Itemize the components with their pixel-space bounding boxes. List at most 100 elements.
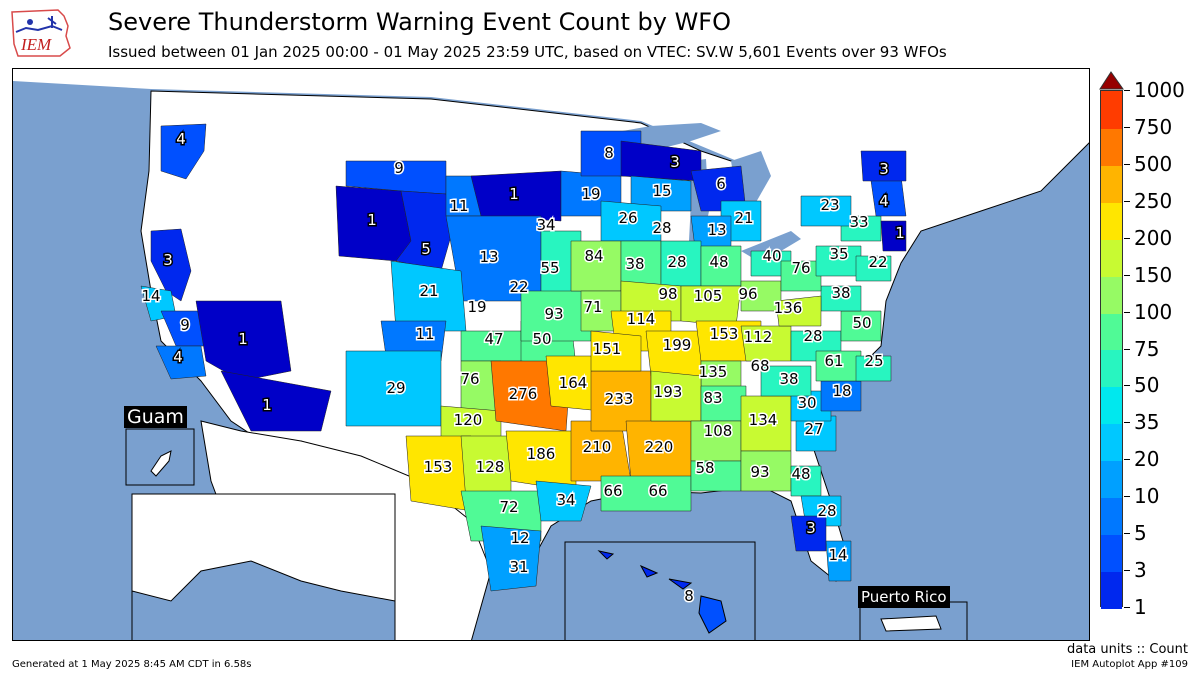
colorbar-label: 20 (1134, 447, 1160, 472)
colorbar-label: 750 (1134, 114, 1173, 139)
wfo-count-label: 96 (738, 285, 757, 303)
colorbar-label: 1 (1134, 595, 1147, 619)
colorbar-tick (1124, 607, 1130, 608)
guam-label: Guam (124, 406, 187, 428)
wfo-count-label: 3 (670, 153, 680, 171)
wfo-count-label: 34 (536, 216, 555, 234)
wfo-count-label: 28 (803, 327, 822, 345)
wfo-count-label: 38 (625, 255, 644, 273)
wfo-count-label: 40 (762, 247, 781, 265)
wfo-count-label: 27 (804, 420, 823, 438)
wfo-count-label: 193 (654, 383, 683, 401)
wfo-count-label: 11 (415, 325, 434, 343)
wfo-count-label: 4 (176, 130, 186, 148)
wfo-count-label: 9 (394, 159, 404, 177)
wfo-count-label: 105 (694, 287, 723, 305)
wfo-count-label: 22 (509, 278, 528, 296)
wfo-count-label: 220 (645, 438, 674, 456)
wfo-count-label: 83 (703, 389, 722, 407)
wfo-count-label: 98 (658, 285, 677, 303)
wfo-count-label: 233 (605, 390, 634, 408)
wfo-count-label: 13 (707, 221, 726, 239)
wfo-count-label: 68 (750, 357, 769, 375)
colorbar-tick (1124, 126, 1130, 128)
wfo-count-label: 93 (544, 305, 563, 323)
wfo-count-label: 1 (238, 330, 248, 348)
wfo-count-label: 38 (779, 370, 798, 388)
wfo-count-label: 14 (828, 546, 847, 564)
wfo-count-label: 30 (797, 394, 816, 412)
wfo-count-label: 48 (709, 253, 728, 271)
wfo-count-label: 76 (460, 370, 479, 388)
colorbar-segment (1101, 127, 1122, 166)
colorbar-tick (1124, 459, 1130, 461)
wfo-count-label: 50 (852, 314, 871, 332)
wfo-count-label: 153 (424, 458, 453, 476)
wfo-count-label: 21 (734, 209, 753, 227)
colorbar-segment (1101, 386, 1122, 425)
colorbar-tick (1124, 237, 1130, 239)
wfo-count-label: 112 (744, 328, 773, 346)
wfo-count-label: 61 (824, 352, 843, 370)
wfo-count-label: 3 (806, 519, 816, 537)
colorbar-label: 150 (1134, 262, 1173, 287)
wfo-count-label: 8 (684, 587, 694, 605)
iem-logo: IEM (8, 4, 74, 60)
colorbar-label: 35 (1134, 410, 1160, 435)
wfo-count-label: 4 (879, 192, 889, 210)
wfo-count-label: 71 (583, 298, 602, 316)
app-credit: IEM Autoplot App #109 (1071, 659, 1188, 670)
data-units: data units :: Count (1066, 642, 1188, 657)
wfo-count-label: 3 (879, 160, 889, 178)
colorbar-tick (1124, 385, 1130, 387)
wfo-count-label: 55 (540, 259, 559, 277)
colorbar-tick (1124, 533, 1130, 535)
wfo-count-label: 4 (173, 348, 183, 366)
wfo-count-label: 276 (509, 385, 538, 403)
colorbar-segment (1101, 201, 1122, 240)
wfo-count-label: 1 (262, 396, 272, 414)
colorbar-tick (1124, 163, 1130, 165)
wfo-count-label: 31 (509, 558, 528, 576)
wfo-count-label: 199 (663, 336, 692, 354)
wfo-count-label: 28 (652, 219, 671, 237)
colorbar-tick (1124, 496, 1130, 498)
wfo-count-label: 1 (509, 185, 519, 203)
colorbar-label: 100 (1134, 299, 1173, 324)
colorbar-label: 50 (1134, 373, 1160, 398)
wfo-count-label: 22 (868, 253, 887, 271)
wfo-count-label: 21 (419, 282, 438, 300)
wfo-count-label: 35 (829, 245, 848, 263)
wfo-count-label: 76 (791, 259, 810, 277)
colorbar-tick (1124, 422, 1130, 424)
wfo-count-label: 136 (774, 299, 803, 317)
colorbar-tick (1124, 274, 1130, 276)
colorbar-label: 250 (1134, 188, 1173, 213)
canada-land (13, 69, 1089, 191)
wfo-count-label: 25 (864, 352, 883, 370)
wfo-count-label: 114 (627, 310, 656, 328)
wfo-count-label: 6 (716, 175, 726, 193)
wfo-count-label: 34 (556, 491, 575, 509)
colorbar-segment (1101, 460, 1122, 499)
colorbar-segment (1101, 571, 1122, 609)
colorbar-label: 3 (1134, 558, 1147, 583)
wfo-count-label: 28 (817, 502, 836, 520)
wfo-count-label: 23 (820, 196, 839, 214)
wfo-count-label: 38 (831, 284, 850, 302)
colorbar-segment (1101, 275, 1122, 314)
logo-text: IEM (20, 35, 52, 54)
wfo-count-label: 66 (603, 482, 622, 500)
wfo-count-label: 48 (791, 465, 810, 483)
colorbar-tick (1124, 311, 1130, 313)
wfo-count-label: 50 (532, 330, 551, 348)
wfo-count-label: 120 (454, 411, 483, 429)
wfo-count-label: 19 (581, 185, 600, 203)
wfo-count-label: 1 (895, 224, 905, 242)
colorbar-label: 200 (1134, 225, 1173, 250)
wfo-count-label: 8 (604, 144, 614, 162)
wfo-count-label: 84 (584, 247, 603, 265)
wfo-count-label: 3 (163, 251, 173, 269)
colorbar-label: 75 (1134, 336, 1160, 361)
wfo-count-label: 151 (593, 340, 622, 358)
